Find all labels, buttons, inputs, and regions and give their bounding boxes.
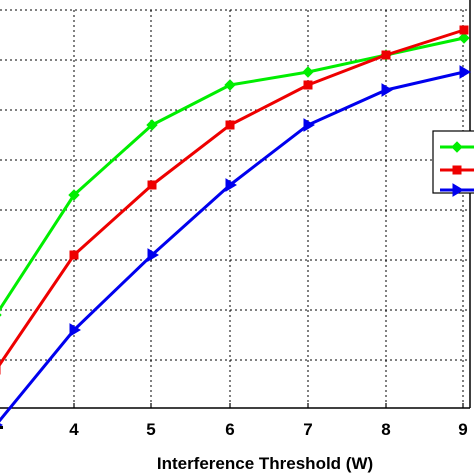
series <box>0 32 470 317</box>
data-point <box>303 80 313 90</box>
data-point <box>225 178 237 192</box>
data-point <box>146 119 158 131</box>
x-axis-label: Interference Threshold (W) <box>157 454 373 473</box>
axes <box>0 0 471 409</box>
series-group <box>0 25 471 427</box>
x-tick-label: 9 <box>458 420 467 439</box>
data-point <box>458 32 470 44</box>
data-point <box>147 180 157 190</box>
data-point <box>452 183 464 197</box>
legend-entry <box>440 141 474 153</box>
data-point <box>224 79 236 91</box>
series <box>0 25 469 375</box>
x-tick-label: 6 <box>225 420 234 439</box>
data-point <box>302 66 314 78</box>
grid <box>0 9 470 408</box>
series <box>0 65 471 427</box>
series-line <box>0 36 465 312</box>
data-point <box>0 313 2 317</box>
data-point <box>459 25 469 35</box>
legend <box>432 130 474 197</box>
x-tick-label: 5 <box>146 420 155 439</box>
x-tick-label: 4 <box>69 420 79 439</box>
x-tick-labels: 4 5 6 7 8 9 <box>0 420 468 439</box>
legend-entry <box>440 183 474 197</box>
data-point <box>0 423 3 427</box>
data-point <box>69 323 81 337</box>
x-tick-label-fragment <box>0 426 3 429</box>
data-point <box>225 120 235 130</box>
x-tick-label: 8 <box>381 420 390 439</box>
legend-entry <box>440 165 474 175</box>
data-point <box>451 141 463 153</box>
data-point <box>381 83 393 97</box>
legend-box <box>432 130 474 194</box>
data-point <box>69 250 79 260</box>
data-point <box>68 189 80 201</box>
data-point <box>147 248 159 262</box>
x-tick-label: 7 <box>303 420 312 439</box>
data-point <box>381 50 391 60</box>
data-point <box>303 118 315 132</box>
data-point <box>452 165 462 175</box>
data-point <box>459 65 471 79</box>
